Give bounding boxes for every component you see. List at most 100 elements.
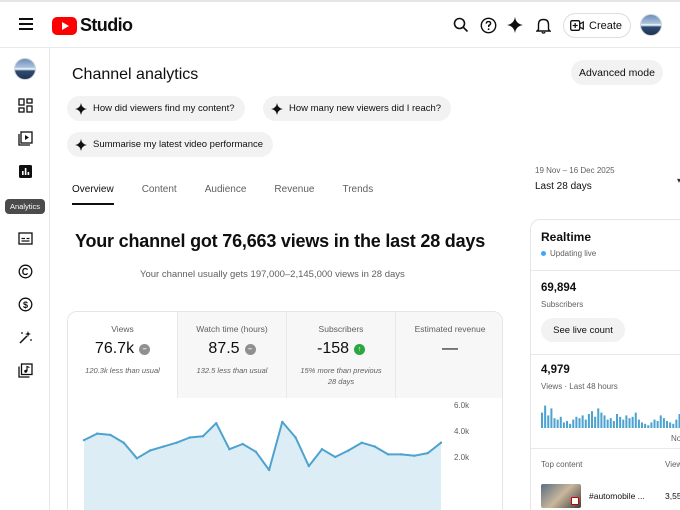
chip-label: Summarise my latest video performance [93, 139, 264, 150]
chevron-down-icon[interactable]: ▾ [677, 176, 680, 185]
neutral-trend-icon: – [244, 343, 256, 355]
realtime-bar [562, 422, 565, 428]
overview-headline: Your channel got 76,663 views in the las… [75, 231, 486, 251]
metric-watch-time[interactable]: Watch time (hours) 87.5– 132.5 less than… [177, 312, 286, 398]
video-thumbnail[interactable] [541, 484, 581, 508]
realtime-card: Realtime Updating live 69,894 Subscriber… [530, 219, 680, 510]
analytics-tooltip: Analytics [5, 199, 46, 214]
realtime-bar [678, 414, 680, 428]
realtime-axis-label: No [671, 434, 680, 443]
notifications-bell-icon[interactable] [534, 16, 552, 34]
realtime-bar [644, 423, 647, 428]
realtime-bar-chart[interactable] [541, 398, 680, 428]
flag-badge-icon [571, 497, 579, 505]
realtime-bar [584, 419, 587, 428]
suggestion-chip-summarise[interactable]: Summarise my latest video performance [67, 132, 274, 157]
account-avatar[interactable] [640, 14, 662, 36]
realtime-bar [650, 422, 653, 428]
views-data-point [386, 453, 390, 456]
views-data-point [334, 455, 337, 459]
metric-note: 15% more than previous 28 days [300, 366, 382, 386]
tab-overview[interactable]: Overview [72, 184, 114, 205]
views-data-point [413, 454, 416, 457]
views-data-point [148, 449, 152, 452]
tab-revenue[interactable]: Revenue [274, 184, 315, 195]
metric-note: 132.5 less than usual [196, 366, 268, 375]
realtime-bar [625, 415, 628, 428]
studio-logo[interactable]: Studio [52, 15, 133, 36]
top-video-title[interactable]: #automobile ... [589, 491, 645, 501]
channel-avatar[interactable] [14, 58, 36, 80]
realtime-bar [606, 419, 609, 428]
y-tick-label: 6.0k [454, 401, 470, 410]
realtime-bar [619, 416, 622, 428]
analytics-icon[interactable] [16, 162, 34, 180]
realtime-status-label: Updating live [550, 249, 597, 258]
metric-views[interactable]: Views 76.7k – 120.3k less than usual [68, 312, 177, 398]
realtime-bar [578, 418, 581, 428]
views-data-point [320, 448, 324, 451]
views-chart[interactable]: 6.0k 4.0k 2.0k [68, 398, 503, 510]
customization-magic-wand-icon[interactable] [16, 328, 34, 346]
views-data-point [294, 436, 297, 439]
realtime-views-value: 4,979 [541, 364, 570, 376]
top-bar: Studio Create [0, 0, 680, 48]
views-data-point [175, 441, 178, 444]
up-arrow-icon: ↑ [354, 343, 366, 355]
realtime-subscribers-label: Subscribers [541, 300, 584, 309]
views-data-point [267, 468, 271, 472]
create-button[interactable]: Create [563, 13, 632, 38]
earn-dollar-icon[interactable]: $ [16, 295, 34, 313]
views-data-point [400, 453, 403, 456]
sparkle-icon[interactable] [506, 16, 524, 34]
tab-content[interactable]: Content [141, 184, 177, 195]
sparkle-icon [75, 138, 87, 151]
audio-library-icon[interactable] [16, 361, 34, 379]
content-icon[interactable] [16, 129, 34, 147]
realtime-bar [594, 416, 597, 428]
tab-trends[interactable]: Trends [342, 184, 374, 195]
views-data-point [360, 441, 363, 444]
metric-subscribers[interactable]: Subscribers -158 ↑ 15% more than previous… [286, 312, 395, 398]
metrics-card: Views 76.7k – 120.3k less than usual Watc… [67, 311, 503, 510]
top-content-label: Top content [541, 460, 583, 469]
realtime-bar [634, 412, 637, 428]
date-range-dates: 19 Nov – 16 Dec 2025 [535, 166, 615, 175]
views-data-point [439, 441, 443, 444]
metric-estimated-revenue[interactable]: Estimated revenue — [395, 312, 502, 398]
realtime-bar [656, 421, 659, 428]
help-icon[interactable] [479, 16, 497, 34]
realtime-views-label: Views · Last 48 hours [541, 382, 618, 391]
chip-label: How many new viewers did I reach? [289, 103, 442, 114]
views-data-point [347, 449, 350, 452]
brand-name: Studio [80, 15, 133, 35]
realtime-bar [653, 419, 656, 428]
realtime-bar [566, 421, 569, 428]
date-range-picker[interactable]: 19 Nov – 16 Dec 2025 Last 28 days [535, 166, 615, 192]
suggestion-chip-viewers-find[interactable]: How did viewers find my content? [67, 96, 245, 121]
tab-audience[interactable]: Audience [204, 184, 247, 195]
views-data-point [373, 445, 377, 448]
views-data-point [215, 422, 218, 425]
metric-value: — [442, 340, 458, 357]
see-live-count-button[interactable]: See live count [541, 318, 625, 342]
subtitles-icon[interactable] [16, 229, 34, 247]
date-range-label: Last 28 days [535, 181, 592, 192]
metric-note: 120.3k less than usual [85, 366, 160, 375]
realtime-bar [612, 421, 615, 428]
views-data-point [162, 445, 165, 448]
realtime-bar [575, 416, 578, 428]
realtime-bar [597, 408, 600, 428]
realtime-bar [550, 408, 553, 428]
metric-label: Watch time (hours) [196, 324, 268, 334]
top-video-views: 3,55 [665, 491, 680, 501]
search-icon[interactable] [452, 16, 470, 34]
metric-label: Subscribers [318, 324, 364, 334]
views-data-point [201, 435, 205, 438]
copyright-icon[interactable] [16, 262, 34, 280]
views-data-point [122, 441, 125, 444]
suggestion-chip-new-viewers[interactable]: How many new viewers did I reach? [263, 96, 452, 121]
advanced-mode-button[interactable]: Advanced mode [571, 60, 663, 85]
menu-icon[interactable] [19, 18, 33, 30]
dashboard-icon[interactable] [16, 96, 34, 114]
